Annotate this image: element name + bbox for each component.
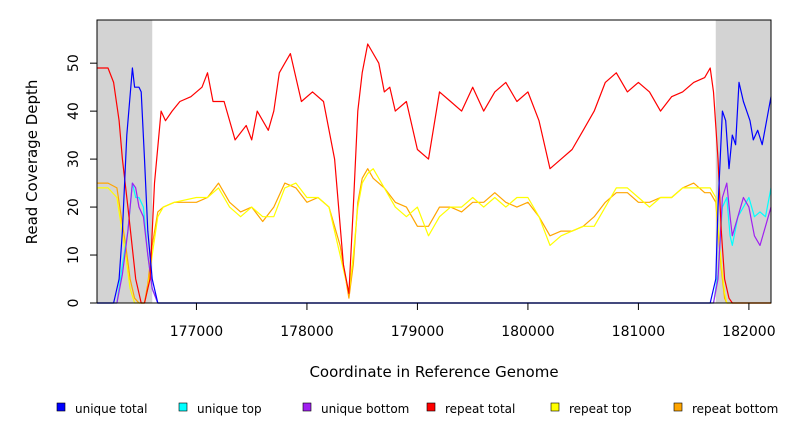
- legend-item: unique top: [178, 402, 262, 416]
- y-axis-title: Read Coverage Depth: [23, 80, 41, 245]
- shaded-region-2: [715, 20, 771, 303]
- x-tick-label: 181000: [612, 324, 665, 340]
- legend-item: unique bottom: [302, 402, 409, 416]
- x-axis: 177000 178000 179000 180000 181000 182000: [170, 303, 776, 340]
- x-tick-label: 179000: [391, 324, 444, 340]
- legend-swatch: [56, 402, 66, 412]
- series-lines: [97, 43, 772, 304]
- legend-label: unique total: [75, 402, 147, 416]
- legend-swatch: [178, 402, 188, 412]
- legend-label: repeat bottom: [692, 402, 778, 416]
- x-tick-label: 182000: [722, 324, 775, 340]
- x-tick-label: 178000: [280, 324, 333, 340]
- shaded-regions: [97, 20, 771, 303]
- legend-label: repeat top: [569, 402, 632, 416]
- series-line-repeat-bottom: [97, 168, 771, 304]
- y-axis: 0 10 20 30 40 50: [66, 54, 97, 307]
- series-line-repeat-total: [97, 43, 771, 304]
- legend-item: repeat bottom: [673, 402, 778, 416]
- y-tick-label: 30: [66, 150, 82, 168]
- legend-item: unique total: [56, 402, 147, 416]
- legend-label: unique top: [197, 402, 262, 416]
- plot-frame: [96, 19, 772, 304]
- y-tick-label: 10: [66, 246, 82, 264]
- x-tick-label: 180000: [501, 324, 554, 340]
- y-tick-label: 0: [66, 299, 82, 308]
- x-axis-title: Coordinate in Reference Genome: [309, 363, 558, 381]
- legend-label: repeat total: [445, 402, 515, 416]
- series-line-unique-bottom: [97, 182, 772, 304]
- series-line-unique-total: [97, 67, 772, 304]
- legend-item: repeat total: [426, 402, 515, 416]
- y-tick-label: 20: [66, 198, 82, 216]
- x-tick-label: 177000: [170, 324, 223, 340]
- y-tick-label: 40: [66, 102, 82, 120]
- series-line-repeat-top: [97, 168, 771, 304]
- legend: unique total unique top unique bottom repea…: [56, 402, 778, 416]
- legend-swatch: [302, 402, 312, 412]
- legend-swatch: [550, 402, 560, 412]
- legend-label: unique bottom: [321, 402, 409, 416]
- y-tick-label: 50: [66, 54, 82, 72]
- legend-item: repeat top: [550, 402, 632, 416]
- legend-swatch: [673, 402, 683, 412]
- legend-swatch: [426, 402, 436, 412]
